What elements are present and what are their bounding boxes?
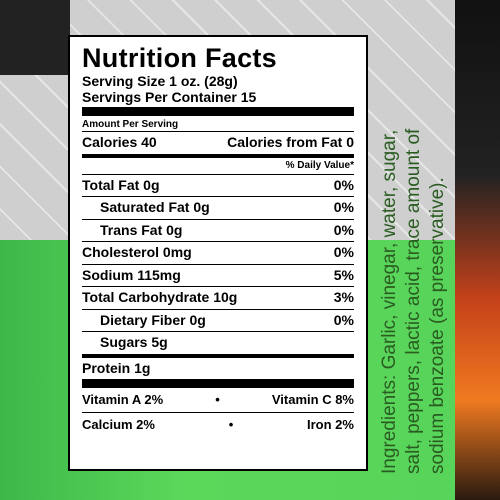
nutrient-row: Sodium 115mg 5% [82, 265, 354, 287]
ingredients: Ingredients: Garlic, vinegar, water, sug… [378, 6, 450, 474]
nutrient-dv: 0% [333, 199, 354, 215]
nutrient-row: Trans Fat 0g 0% [82, 220, 354, 242]
bullet: • [228, 417, 234, 432]
ingredients-line: Ingredients: Garlic, vinegar, water, sug… [379, 129, 400, 474]
calories-row: Calories 40 Calories from Fat 0 [82, 132, 354, 158]
nutrient-row: Total Carbohydrate 10g 3% [82, 287, 354, 310]
nutrient-name: Saturated Fat 0g [100, 199, 210, 215]
nutrient-dv: 0% [333, 221, 354, 238]
nutrient-dv: 0% [333, 311, 354, 328]
servings: Servings Per Container 15 [82, 89, 354, 116]
nutrient-row: Protein 1g [82, 358, 354, 388]
nutrient-name: Sodium 115mg [82, 266, 181, 283]
nutrient-row: Cholesterol 0mg 0% [82, 242, 354, 265]
nutrient-name: Sugars 5g [100, 334, 168, 350]
nutrient-row: Total Fat 0g 0% [82, 175, 354, 197]
title: Nutrition Facts [82, 43, 278, 73]
nutrition-label: Nutrition Facts Serving Size 1 oz. (28g)… [68, 35, 368, 471]
vitamin: Vitamin C 8% [271, 392, 354, 407]
vitamin-row: Vitamin A 2% • Vitamin C 8% [82, 388, 354, 413]
vitamin-row: Calcium 2% • Iron 2% [82, 413, 354, 437]
vitamin: Vitamin A 2% [82, 392, 164, 407]
nutrient-dv: 0% [333, 176, 354, 193]
nutrient-name: Total Fat 0g [82, 176, 160, 193]
vitamin-rows: Vitamin A 2% • Vitamin C 8% Calcium 2% • Iron… [82, 388, 354, 437]
calories-from-fat: Calories from Fat 0 [227, 134, 354, 150]
calories: Calories 40 [82, 134, 157, 150]
vitamin: Iron 2% [307, 417, 354, 432]
nutrient-dv: 3% [333, 289, 354, 305]
bullet: • [215, 392, 220, 407]
ingredients-line: sodium benzoate (as preservative). [427, 177, 448, 474]
nutrient-row: Dietary Fiber 0g 0% [82, 310, 354, 332]
serving-size: Serving Size 1 oz. (28g) [82, 73, 238, 89]
nutrient-row: Sugars 5g [82, 332, 354, 358]
nutrient-name: Trans Fat 0g [100, 221, 183, 238]
nutrient-row: Saturated Fat 0g 0% [82, 197, 354, 220]
daily-value-header: % Daily Value* [82, 158, 354, 175]
nutrient-rows: Total Fat 0g 0% Saturated Fat 0g 0% Trans Fa… [82, 175, 354, 388]
vitamin: Calcium 2% [82, 417, 155, 432]
nutrient-name: Dietary Fiber 0g [100, 311, 206, 328]
amount-per-serving: Amount Per Serving [82, 118, 354, 132]
nutrient-dv: 5% [333, 266, 354, 283]
nutrient-name: Protein 1g [82, 359, 151, 376]
background-orange [455, 0, 500, 500]
nutrient-name: Total Carbohydrate 10g [82, 289, 238, 305]
nutrient-dv: 0% [333, 244, 354, 260]
nutrient-name: Cholesterol 0mg [82, 244, 192, 260]
ingredients-line: salt, peppers, lactic acid, trace amount… [403, 128, 424, 474]
background-dark [0, 0, 70, 75]
